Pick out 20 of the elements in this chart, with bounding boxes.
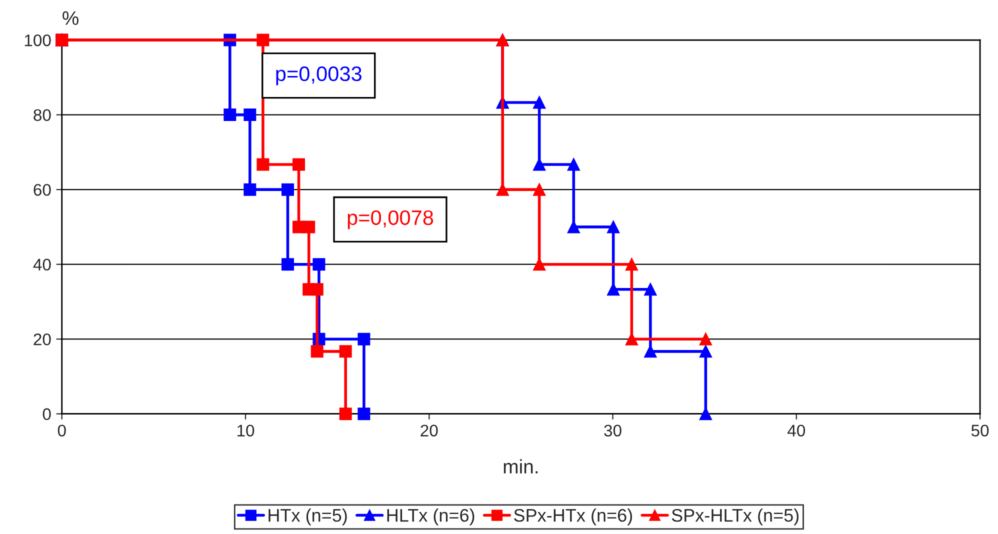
- annotation: p=0,0078: [348, 210, 434, 230]
- y-tick-label: 40: [33, 258, 51, 271]
- y-tick-label: 20: [34, 333, 51, 346]
- legend-label: SPx-HTx (n=6): [514, 508, 632, 526]
- legend-label: HTx (n=5): [268, 508, 347, 526]
- x-tick-label: 20: [420, 424, 438, 437]
- x-tick-label: 10: [238, 424, 254, 437]
- y-axis-title: %: [62, 11, 78, 25]
- annotation: p=0,0033: [276, 66, 362, 86]
- x-axis-title: min.: [504, 459, 538, 474]
- y-tick-label: 0: [42, 408, 51, 420]
- y-tick-label: 100: [24, 34, 51, 46]
- x-tick-label: 30: [604, 424, 622, 437]
- legend-label: SPx-HLTx (n=5): [672, 508, 799, 526]
- y-tick-label: 80: [34, 109, 51, 122]
- legend-label: HLTx (n=6): [387, 508, 474, 526]
- x-tick-label: 50: [971, 424, 989, 437]
- x-tick-label: 40: [788, 424, 806, 437]
- x-tick-label: 0: [58, 424, 66, 437]
- y-tick-label: 60: [34, 184, 51, 196]
